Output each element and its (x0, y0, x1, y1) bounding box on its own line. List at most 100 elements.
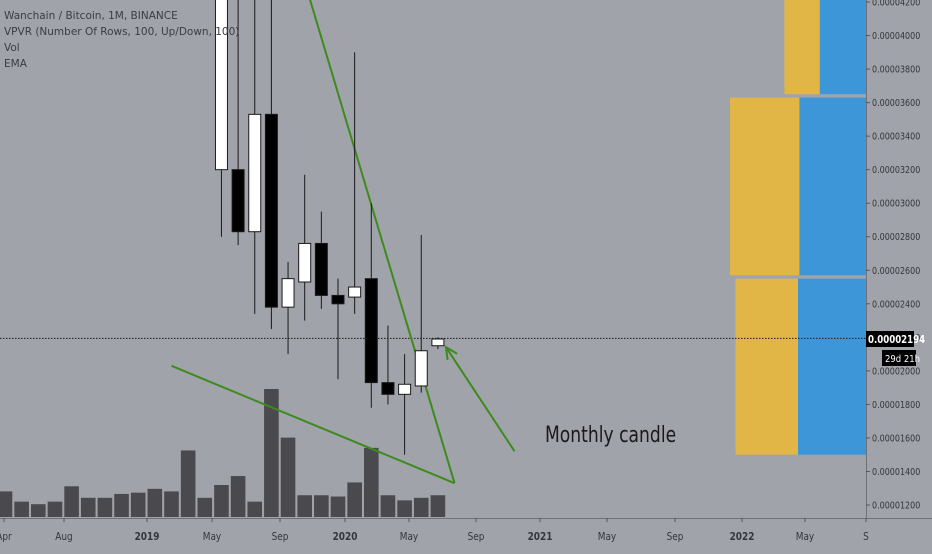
time-tick-label: S (863, 531, 869, 543)
price-tick-label: 0.00002400 (872, 300, 921, 311)
trendlines (171, 0, 456, 485)
annotation-arrow-head (444, 345, 458, 361)
legend-vpvr[interactable]: VPVR (Number Of Rows, 100, Up/Down, 100) (4, 26, 240, 38)
volume-bar (80, 497, 96, 517)
countdown-badge-box (882, 350, 916, 366)
price-tick-label: 0.00001800 (872, 400, 921, 411)
candle-body-bullish (398, 383, 412, 395)
legend-ema[interactable]: EMA (4, 58, 27, 70)
price-tick-label: 0.00003000 (872, 199, 921, 210)
price-tick-label: 0.00001400 (872, 467, 921, 478)
volume-bar (31, 504, 46, 517)
volume-bar (97, 497, 113, 517)
price-tick-label: 0.00002600 (872, 266, 921, 277)
candle-body-bearish (381, 382, 395, 395)
price-badge-value: 0.00002194 (868, 334, 925, 346)
price-tick-label: 0.00003800 (872, 65, 921, 76)
time-tick-label: May (796, 531, 815, 543)
volume-bar (347, 482, 362, 517)
vpvr-down-bar (819, 0, 866, 95)
price-tick-label: 0.00004000 (872, 31, 921, 42)
vpvr-up-bar (730, 97, 800, 276)
time-tick-label: Aug (55, 531, 72, 543)
price-tick-label: 0.00003600 (872, 98, 921, 109)
volume-bar (164, 491, 179, 517)
time-tick-label: May (598, 531, 617, 543)
volume-bar (380, 495, 396, 517)
candle-body-bearish (331, 294, 345, 305)
candle-body-bearish (231, 169, 245, 233)
price-tick-label: 0.00003200 (872, 165, 921, 176)
time-tick-label: 2019 (135, 531, 160, 543)
time-tick-label: May (203, 531, 222, 543)
trendline (309, 0, 456, 484)
time-tick-label: Sep (272, 531, 289, 543)
candle-body-bullish (348, 286, 362, 298)
candle-body-bullish (248, 113, 262, 233)
vpvr-down-bar (798, 278, 866, 455)
volume-bar (314, 495, 329, 517)
vpvr-up-bar (735, 278, 798, 455)
price-tick-label: 0.00002800 (872, 233, 921, 244)
candle-body-bearish (264, 113, 278, 308)
volume-bar (114, 493, 129, 517)
time-tick-label: 2022 (730, 531, 755, 543)
volume-bar (180, 450, 196, 517)
legend-symbol[interactable]: Wanchain / Bitcoin, 1M, BINANCE (4, 10, 178, 22)
volume-bar (47, 501, 63, 517)
time-axis[interactable]: Apr Aug 2019 May Sep 2020 May Sep 2021 May Sep 2022… (0, 518, 932, 543)
volume-bar (197, 497, 213, 517)
volume-bar (297, 495, 312, 517)
volume-bar (0, 491, 13, 517)
candle-body-bullish (298, 242, 312, 283)
annotation-arrow-shaft (445, 346, 516, 452)
candle-body-bullish (414, 350, 428, 387)
countdown-badge-value: 29d 21h (885, 353, 920, 365)
candle-body-bearish (314, 242, 328, 296)
time-tick-label: 2021 (528, 531, 553, 543)
volume-bar (147, 488, 163, 517)
candle-body-bullish (431, 338, 445, 347)
volume-bar (397, 500, 412, 517)
time-tick-label: Sep (667, 531, 684, 543)
time-tick-label: May (400, 531, 419, 543)
volume-bar (64, 486, 79, 517)
annotation-text: Monthly candle (545, 422, 676, 448)
time-tick-label: Sep (468, 531, 485, 543)
price-badge: 0.00002194 29d 21h (866, 331, 925, 366)
candle-body-bullish (281, 278, 295, 308)
chart-legend: Wanchain / Bitcoin, 1M, BINANCE VPVR (Nu… (4, 8, 239, 72)
volume-bar (413, 497, 429, 517)
price-tick-label: 0.00001200 (872, 501, 921, 512)
vpvr-down-bar (799, 97, 866, 276)
volume-bar (130, 492, 146, 517)
volume-bar (280, 437, 296, 517)
volume-bar (247, 501, 263, 517)
annotation: Monthly candle (444, 345, 676, 452)
volume-bar (364, 447, 379, 517)
volume-bars (0, 389, 446, 517)
time-tick-label: 2020 (333, 531, 358, 543)
volume-bar (214, 485, 229, 517)
vpvr-histogram (730, 0, 866, 455)
price-tick-label: 0.00002000 (872, 367, 921, 378)
candle-body-bullish (214, 0, 228, 171)
vpvr-up-bar (784, 0, 820, 95)
price-axis-bg (866, 0, 932, 550)
volume-bar (264, 389, 279, 517)
candle-body-bearish (364, 278, 378, 384)
trendline (171, 364, 455, 485)
time-tick-label: Apr (0, 531, 12, 543)
price-tick-label: 0.00003400 (872, 132, 921, 143)
candlesticks (214, 0, 445, 455)
legend-vol[interactable]: Vol (4, 42, 20, 54)
price-badge-box (866, 331, 914, 347)
price-tick-label: 0.00001600 (872, 434, 921, 445)
volume-bar (14, 501, 29, 517)
volume-bar (430, 495, 446, 517)
price-tick-label: 0.00004200 (872, 0, 921, 9)
price-axis[interactable]: 0.00004200 0.00004000 0.00003800 0.00003600… (866, 0, 932, 550)
volume-bar (330, 496, 346, 517)
